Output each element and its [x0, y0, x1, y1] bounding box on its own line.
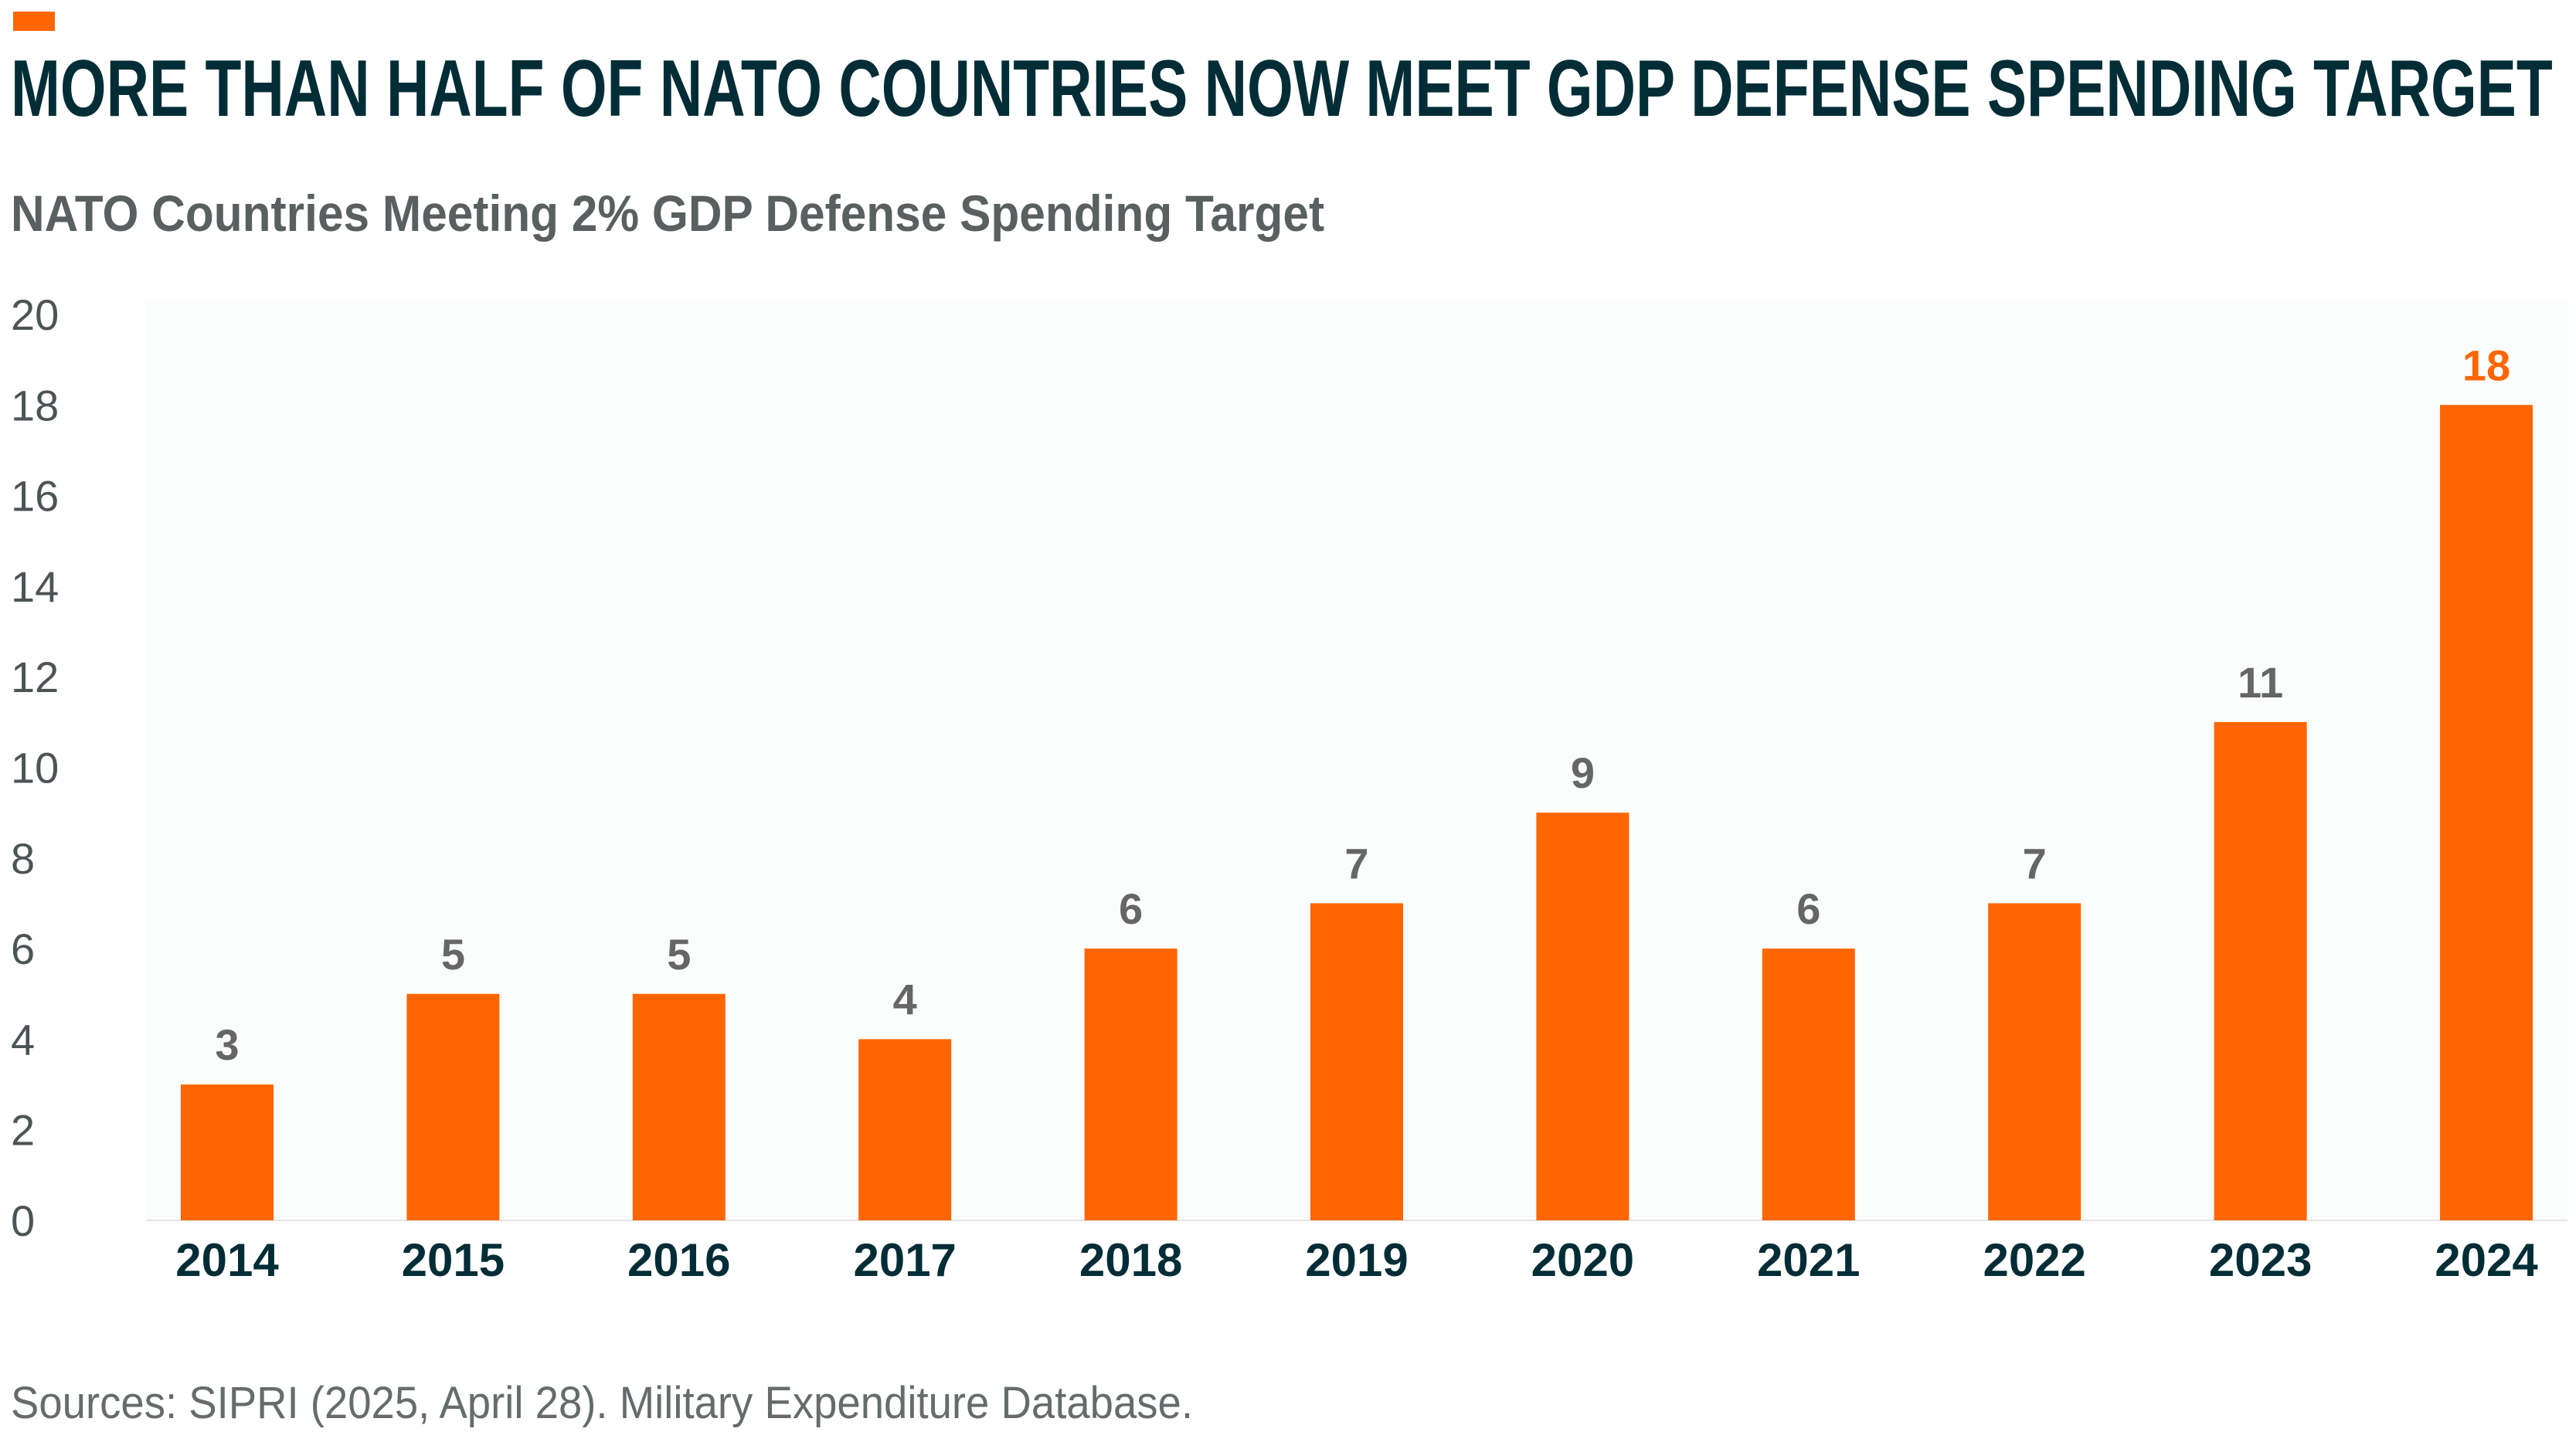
y-tick-label: 14	[11, 562, 59, 611]
data-label: 5	[667, 930, 691, 979]
data-label: 7	[1344, 839, 1368, 887]
data-label: 4	[893, 975, 917, 1023]
bar-2014	[181, 1084, 274, 1220]
bar-2020	[1536, 813, 1630, 1220]
y-tick-label: 8	[11, 834, 35, 883]
x-tick-label: 2017	[853, 1234, 956, 1286]
y-tick-label: 6	[11, 925, 35, 973]
y-tick-label: 16	[11, 472, 59, 521]
x-tick-label: 2021	[1757, 1234, 1860, 1286]
bar-2015	[406, 993, 500, 1220]
bar-2017	[858, 1039, 952, 1220]
data-label: 9	[1571, 748, 1595, 797]
data-label: 6	[1119, 884, 1143, 933]
data-label: 7	[2023, 839, 2047, 887]
data-label: 11	[2238, 658, 2283, 707]
page-title: MORE THAN HALF OF NATO COUNTRIES NOW MEE…	[11, 44, 2553, 134]
bar-2016	[632, 993, 726, 1220]
bar-2019	[1310, 903, 1403, 1220]
source-note: Sources: SIPRI (2025, April 28). Militar…	[11, 1378, 1193, 1428]
y-tick-label: 18	[11, 381, 59, 429]
y-tick-label: 12	[11, 653, 59, 701]
x-tick-label: 2023	[2209, 1234, 2312, 1286]
bar-2018	[1084, 948, 1178, 1220]
bar-2024	[2440, 405, 2533, 1220]
bar-2022	[1988, 903, 2082, 1220]
data-label: 5	[441, 930, 465, 979]
data-label: 6	[1796, 884, 1820, 933]
data-label: 18	[2462, 341, 2510, 389]
x-tick-label: 2014	[175, 1234, 279, 1286]
x-tick-label: 2016	[627, 1234, 730, 1286]
y-tick-label: 20	[11, 290, 59, 339]
x-tick-label: 2015	[402, 1234, 505, 1286]
x-tick-label: 2019	[1305, 1234, 1408, 1286]
bar-2021	[1762, 948, 1855, 1220]
x-tick-label: 2022	[1983, 1234, 2085, 1286]
y-tick-label: 0	[11, 1196, 35, 1245]
x-tick-label: 2018	[1079, 1234, 1182, 1286]
y-tick-label: 10	[11, 744, 59, 792]
x-tick-label: 2024	[2435, 1234, 2538, 1286]
y-tick-label: 2	[11, 1106, 35, 1155]
bar-2023	[2214, 721, 2307, 1220]
y-tick-label: 4	[11, 1015, 35, 1064]
accent-mark	[13, 12, 55, 31]
x-tick-label: 2020	[1531, 1234, 1634, 1286]
data-label: 3	[215, 1020, 239, 1069]
chart-title: NATO Countries Meeting 2% GDP Defense Sp…	[11, 185, 1325, 242]
